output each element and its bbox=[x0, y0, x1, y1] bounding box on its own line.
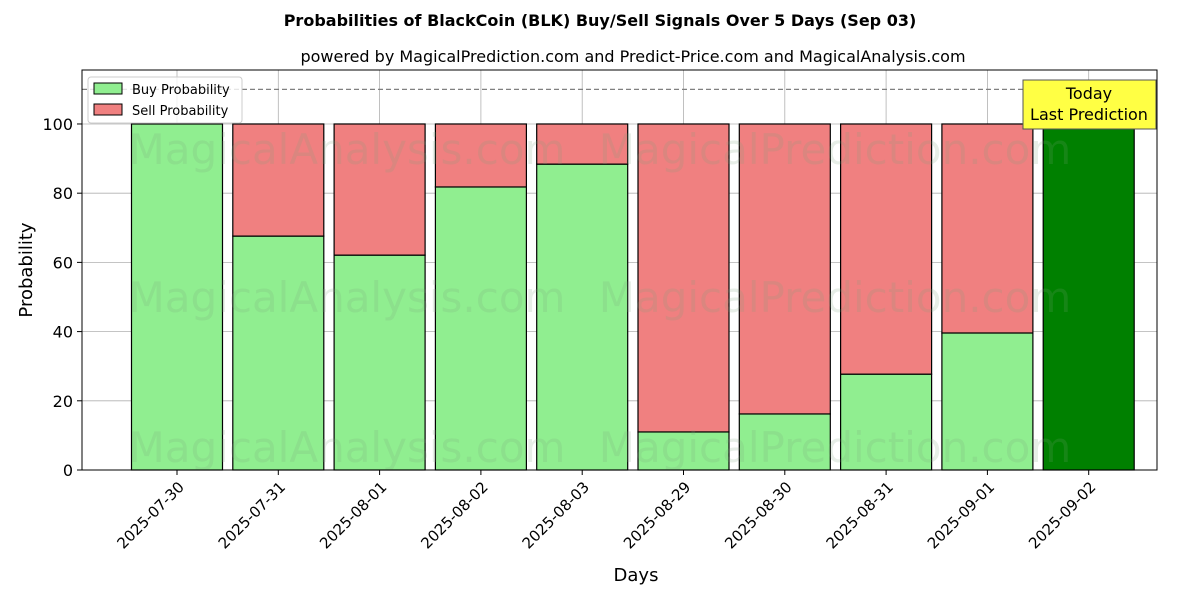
chart-subtitle: powered by MagicalPrediction.com and Pre… bbox=[300, 47, 965, 66]
y-tick-label: 0 bbox=[63, 461, 73, 480]
y-tick-label: 60 bbox=[53, 253, 73, 272]
x-tick-label: 2025-08-30 bbox=[721, 478, 795, 552]
watermark: MagicalPrediction.com bbox=[599, 273, 1072, 322]
sell-bar bbox=[434, 123, 527, 188]
chart-title: Probabilities of BlackCoin (BLK) Buy/Sel… bbox=[284, 11, 917, 30]
y-tick-label: 80 bbox=[53, 184, 73, 203]
x-tick-label: 2025-08-29 bbox=[620, 478, 694, 552]
sell-bar bbox=[333, 123, 426, 256]
watermark: MagicalPrediction.com bbox=[599, 423, 1072, 472]
sell-bar bbox=[232, 123, 325, 237]
buy-bar bbox=[839, 373, 933, 471]
plot-frame bbox=[81, 69, 1158, 471]
x-tick-label: 2025-08-03 bbox=[519, 478, 593, 552]
buy-bar bbox=[637, 431, 730, 471]
annotation-line2: Last Prediction bbox=[1030, 105, 1148, 124]
annotation-box bbox=[1022, 79, 1157, 130]
buy-bar bbox=[1042, 123, 1135, 471]
sell-bar bbox=[536, 123, 629, 165]
buy-bar bbox=[738, 413, 831, 471]
x-tick-label: 2025-08-02 bbox=[417, 478, 491, 552]
legend-swatch bbox=[93, 103, 123, 116]
buy-bar bbox=[130, 123, 224, 471]
x-tick-label: 2025-08-31 bbox=[823, 478, 897, 552]
watermark: MagicalAnalysis.com bbox=[129, 423, 566, 472]
x-tick-label: 2025-07-30 bbox=[113, 478, 187, 552]
legend-label: Buy Probability bbox=[132, 83, 230, 98]
x-tick-label: 2025-09-01 bbox=[924, 478, 998, 552]
buy-bar bbox=[333, 254, 426, 471]
sell-bar bbox=[941, 123, 1034, 334]
sell-bar bbox=[738, 123, 831, 415]
y-tick-label: 20 bbox=[53, 392, 73, 411]
x-tick-label: 2025-08-01 bbox=[316, 478, 390, 552]
y-tick-label: 40 bbox=[53, 323, 73, 342]
y-axis-label: Probability bbox=[16, 222, 37, 317]
x-tick-label: 2025-07-31 bbox=[215, 478, 289, 552]
sell-bar bbox=[839, 123, 933, 375]
x-tick-label: 2025-09-02 bbox=[1025, 478, 1099, 552]
watermark: MagicalAnalysis.com bbox=[129, 273, 566, 322]
x-axis-label: Days bbox=[614, 565, 659, 586]
y-tick-label: 100 bbox=[42, 115, 73, 134]
legend-box bbox=[87, 76, 243, 124]
legend: Buy Probability Sell Probability bbox=[87, 76, 243, 124]
legend-swatch bbox=[93, 82, 123, 95]
watermark: MagicalPrediction.com bbox=[599, 125, 1072, 174]
annotation-line1: Today bbox=[1065, 84, 1112, 103]
legend-label: Sell Probability bbox=[132, 104, 229, 119]
buy-bar bbox=[434, 186, 527, 471]
buy-bar bbox=[941, 332, 1034, 471]
sell-bar bbox=[637, 123, 730, 433]
watermark: MagicalAnalysis.com bbox=[129, 125, 566, 174]
today-annotation: Today Last Prediction bbox=[1022, 79, 1157, 130]
